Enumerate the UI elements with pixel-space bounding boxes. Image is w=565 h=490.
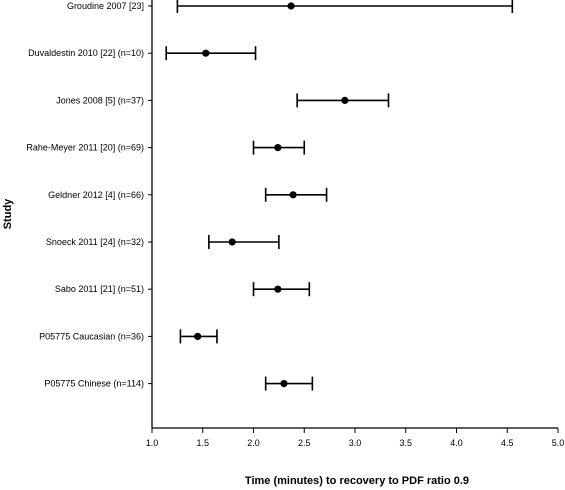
plot-area [165,0,514,391]
point-estimate [228,238,236,246]
x-tick-label: 1.5 [196,438,209,448]
study-row [264,187,328,202]
point-estimate [341,96,349,104]
x-tick-label: 3.5 [399,438,412,448]
point-estimate [274,144,282,152]
study-label: Rahe-Meyer 2011 [20] (n=69) [26,143,144,153]
study-label: Groudine 2007 [23] [67,1,144,11]
y-axis-title: Study [2,198,14,229]
study-row [179,329,218,344]
x-axis-title: Time (minutes) to recovery to PDF ratio … [245,475,469,487]
study-row [176,0,514,13]
x-tick-label: 5.0 [552,438,565,448]
study-row [264,376,314,391]
study-row [165,46,257,61]
point-estimate [280,380,288,388]
point-estimate [287,2,295,10]
point-estimate [274,285,282,293]
point-estimate [289,191,297,199]
x-tick-label: 2.5 [298,438,311,448]
x-tick-label: 4.5 [501,438,514,448]
x-tick-label: 1.0 [146,438,159,448]
point-estimate [194,332,202,340]
study-label: Sabo 2011 [21] (n=51) [55,284,144,294]
x-tick-label: 3.0 [349,438,362,448]
study-label: Snoeck 2011 [24] (n=32) [46,237,144,247]
study-row [208,235,280,249]
study-label: P05775 Chinese (n=114) [44,379,144,389]
x-tick-label: 2.0 [247,438,260,448]
y-axis: Groudine 2007 [23] Duvaldestin 2010 [22] … [26,0,153,428]
study-label: Jones 2008 [5] (n=37) [56,95,144,105]
x-axis: 1.0 1.5 2.0 2.5 3.0 3.5 4.0 4.5 5.0 [146,427,565,448]
x-tick-label: 4.0 [450,438,463,448]
point-estimate [202,49,210,57]
study-label: P05775 Caucasian (n=36) [39,331,144,341]
study-label: Geldner 2012 [4] (n=66) [48,190,144,200]
study-label: Duvaldestin 2010 [22] (n=10) [28,48,144,58]
study-row [252,140,306,155]
study-row [252,282,311,297]
study-row [296,93,390,108]
